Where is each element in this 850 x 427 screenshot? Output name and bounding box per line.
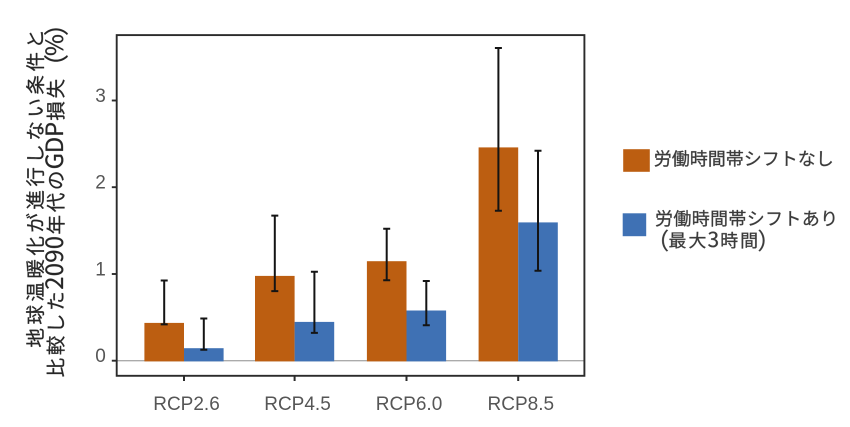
svg-text:RCP8.5: RCP8.5 xyxy=(488,394,555,415)
svg-text:RCP2.6: RCP2.6 xyxy=(153,394,220,415)
svg-text:2: 2 xyxy=(95,173,106,194)
svg-text:RCP6.0: RCP6.0 xyxy=(376,394,443,415)
svg-text:3: 3 xyxy=(95,86,106,107)
svg-text:RCP4.5: RCP4.5 xyxy=(264,394,331,415)
svg-text:1: 1 xyxy=(95,259,106,280)
svg-text:0: 0 xyxy=(95,346,106,367)
